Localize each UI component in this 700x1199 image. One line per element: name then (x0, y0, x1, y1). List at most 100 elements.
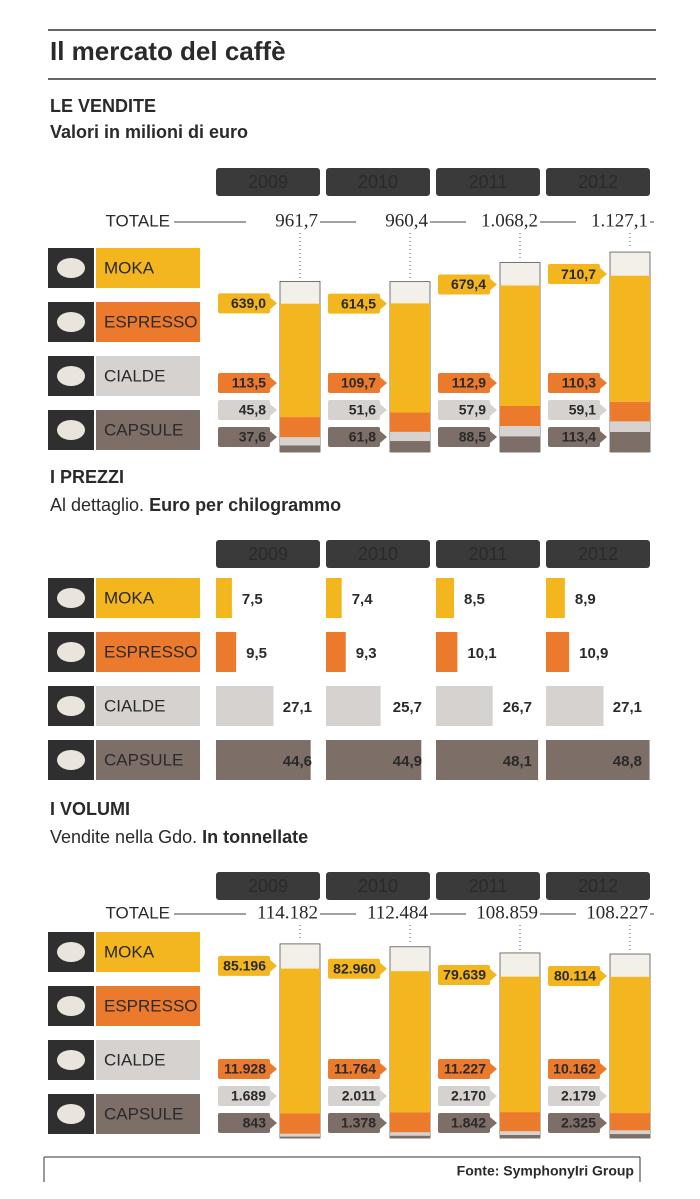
year-label: 2010 (358, 544, 398, 564)
value-label: 25,7 (393, 699, 422, 716)
value-label-pointer (600, 377, 607, 389)
value-label: 8,9 (575, 591, 596, 608)
section-subtitle: Al dettaglio. Euro per chilogrammo (50, 495, 341, 515)
value-label-pointer (270, 1117, 277, 1129)
legend-icon (57, 420, 85, 440)
value-label-bg (328, 400, 380, 420)
value-label-bg (218, 373, 270, 393)
value-label: 10.162 (553, 1061, 596, 1077)
year-header (216, 540, 320, 568)
bar-segment (390, 412, 430, 432)
value-label: 59,1 (569, 402, 596, 418)
total-label-bg (246, 211, 320, 233)
legend-icon (57, 366, 85, 386)
value-label: 9,5 (246, 645, 267, 662)
legend-swatch (96, 302, 200, 342)
bar (326, 578, 342, 618)
value-label: 11.227 (444, 1061, 486, 1077)
value-label-bg (218, 427, 270, 447)
value-label-bg (328, 293, 380, 314)
value-label-pointer (270, 1063, 277, 1075)
value-label: 82.960 (333, 960, 376, 976)
total-label: TOTALE (105, 903, 170, 922)
legend-label: MOKA (104, 258, 155, 277)
value-label: 110,3 (562, 375, 596, 391)
value-label-bg (438, 400, 490, 420)
total-value: 108.227 (586, 902, 648, 923)
legend-label: MOKA (104, 942, 155, 961)
bar-segment (500, 426, 540, 437)
bar-segment (390, 971, 430, 1113)
section-title: LE VENDITE (50, 96, 156, 116)
value-label: 48,8 (613, 753, 642, 770)
value-label-bg (438, 427, 490, 447)
value-label-bg (438, 1059, 490, 1079)
section-subtitle: Vendite nella Gdo. In tonnellate (50, 827, 308, 847)
year-header (546, 872, 650, 900)
total-value: 1.068,2 (481, 210, 538, 231)
year-label: 2010 (358, 876, 398, 896)
value-label-bg (328, 1059, 380, 1079)
value-label-bg (328, 1113, 380, 1133)
value-label-pointer (380, 377, 387, 389)
bar-segment (390, 303, 430, 413)
legend-swatch (96, 410, 200, 450)
value-label-pointer (600, 1063, 607, 1075)
legend-label: CIALDE (104, 366, 165, 385)
total-value: 960,4 (385, 210, 428, 231)
bar-segment (280, 968, 320, 1114)
bar-segment (280, 417, 320, 438)
value-label-bg (548, 400, 600, 420)
value-label: 1.842 (451, 1115, 486, 1131)
bar-segment (280, 437, 320, 446)
year-header (326, 872, 430, 900)
legend-swatch (96, 986, 200, 1026)
value-label-pointer (380, 1090, 387, 1102)
bar-segment (610, 431, 650, 452)
legend-icon (57, 1050, 85, 1070)
value-label-pointer (380, 404, 387, 416)
value-label: 614,5 (341, 295, 376, 311)
legend-label: ESPRESSO (104, 312, 198, 331)
legend-swatch (96, 632, 200, 672)
value-label: 10,9 (579, 645, 608, 662)
year-header (216, 872, 320, 900)
year-label: 2012 (578, 172, 618, 192)
value-label-pointer (600, 268, 607, 281)
value-label: 113,5 (232, 375, 266, 391)
value-label-pointer (270, 404, 277, 416)
total-value: 1.127,1 (591, 210, 648, 231)
bar-segment (280, 1136, 320, 1138)
value-label: 88,5 (459, 429, 486, 445)
year-header (326, 168, 430, 196)
legend-icon (57, 258, 85, 278)
value-label-pointer (490, 404, 497, 416)
bar (546, 578, 565, 618)
value-label-bg (438, 1113, 490, 1133)
value-label-pointer (490, 377, 497, 389)
value-label: 37,6 (239, 429, 266, 445)
bar-segment (390, 431, 430, 442)
value-label-bg (548, 1059, 600, 1079)
section-title: I PREZZI (50, 467, 124, 487)
legend-icon (57, 312, 85, 332)
value-label: 79.639 (443, 967, 486, 983)
legend-label: CAPSULE (104, 420, 183, 439)
value-label-bg (438, 373, 490, 393)
legend-label: CAPSULE (104, 1104, 183, 1123)
bar (326, 740, 422, 780)
value-label-pointer (600, 1090, 607, 1102)
bar-segment (610, 1134, 650, 1138)
value-label: 2.179 (561, 1088, 596, 1104)
bar (436, 578, 455, 618)
value-label-pointer (380, 431, 387, 443)
section-subtitle: Valori in milioni di euro (50, 122, 248, 142)
total-label-bg (576, 903, 650, 925)
legend-label: CIALDE (104, 1050, 165, 1069)
value-label-bg (548, 427, 600, 447)
value-label-pointer (270, 1090, 277, 1102)
value-label-pointer (270, 377, 277, 389)
value-label: 710,7 (561, 266, 596, 282)
value-label: 61,8 (349, 429, 376, 445)
subtitle-part: Vendite nella Gdo. (50, 827, 197, 847)
